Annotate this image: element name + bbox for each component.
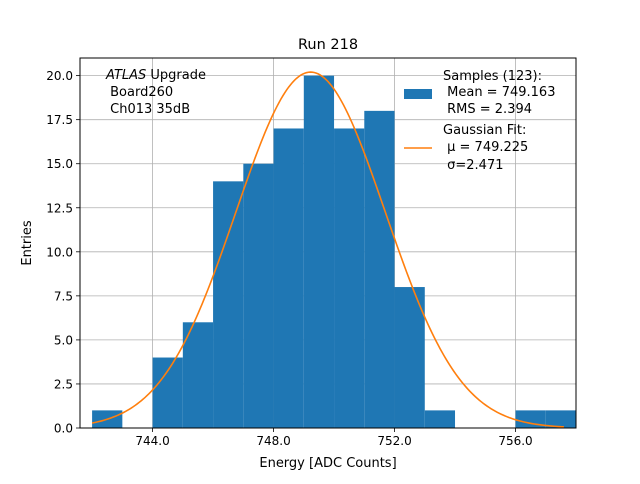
legend-samples-mean: Mean = 749.163: [443, 85, 555, 100]
gaussian-fit: [91, 71, 564, 428]
legend-samples-rms: RMS = 2.394: [443, 102, 532, 117]
legend-fit-sigma: σ=2.471: [443, 158, 503, 173]
histogram-bar: [364, 110, 395, 428]
histogram-bar: [213, 181, 244, 428]
atlas-label: ATLAS: [105, 68, 146, 83]
x-tick-label: 748.0: [256, 434, 290, 448]
histogram-bar: [424, 410, 456, 428]
annotation-line-2: Board260: [106, 85, 173, 100]
y-tick-label: 2.5: [54, 377, 73, 391]
histogram-bar: [303, 75, 335, 428]
legend: Samples (123): Mean = 749.163 RMS = 2.39…: [404, 69, 555, 173]
y-tick-label: 20.0: [46, 69, 73, 83]
annotation-line-3: Ch013 35dB: [106, 102, 190, 117]
y-tick-label: 12.5: [46, 201, 73, 215]
y-tick-label: 7.5: [54, 289, 73, 303]
atlas-annotation: ATLAS Upgrade Board260 Ch013 35dB: [105, 68, 206, 117]
x-tick-label: 744.0: [135, 434, 169, 448]
y-axis-ticks: 0.0 2.5 5.0 7.5 10.0 12.5 15.0 17.5 20.0: [46, 69, 80, 436]
histogram-bar: [545, 410, 576, 428]
histogram-bars: [92, 75, 576, 428]
y-tick-label: 15.0: [46, 157, 73, 171]
legend-bar-swatch: [404, 89, 432, 99]
gaussian-fit-curve: [91, 71, 564, 428]
y-axis-label: Entries: [20, 220, 35, 266]
histogram-bar: [394, 287, 425, 428]
upgrade-label: Upgrade: [146, 68, 206, 83]
x-axis-ticks: 744.0 748.0 752.0 756.0: [135, 428, 533, 448]
histogram-bar: [243, 163, 274, 428]
y-tick-label: 10.0: [46, 245, 73, 259]
histogram-bar: [334, 128, 365, 428]
legend-samples-title: Samples (123):: [443, 69, 542, 84]
annotation-line-1: ATLAS Upgrade: [105, 68, 206, 83]
x-tick-label: 752.0: [377, 434, 411, 448]
x-axis-label: Energy [ADC Counts]: [259, 456, 396, 471]
legend-fit-mu: μ = 749.225: [443, 140, 528, 155]
y-tick-label: 5.0: [54, 333, 73, 347]
histogram-bar: [152, 357, 183, 428]
y-tick-label: 0.0: [54, 422, 73, 436]
histogram-bar: [182, 322, 214, 428]
histogram-bar: [515, 410, 546, 428]
chart-title: Run 218: [298, 37, 358, 53]
y-tick-label: 17.5: [46, 113, 73, 127]
x-tick-label: 756.0: [498, 434, 532, 448]
plot-frame: [79, 57, 577, 429]
histogram-bar: [273, 128, 304, 428]
legend-fit-title: Gaussian Fit:: [443, 123, 526, 138]
